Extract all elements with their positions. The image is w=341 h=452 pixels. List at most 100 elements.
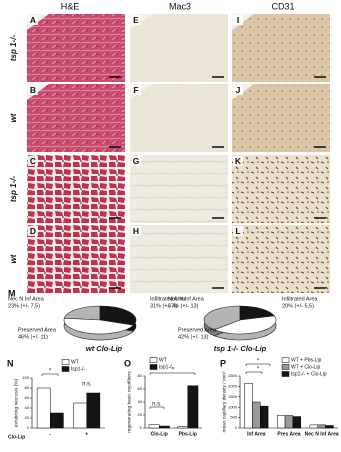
pie-category: Preserved Area bbox=[178, 327, 217, 333]
panel-letter-bg bbox=[233, 226, 243, 236]
y-tick-label: 2500 bbox=[228, 373, 238, 378]
pie-slice bbox=[213, 315, 277, 335]
column-header: Mac3 bbox=[169, 1, 191, 11]
panel-label: M bbox=[8, 288, 16, 298]
panel-label: P bbox=[220, 358, 226, 368]
annotation: n.s. bbox=[152, 402, 162, 408]
panel-letter-bg bbox=[233, 85, 243, 95]
micrograph bbox=[232, 14, 330, 82]
x-tick-label: + bbox=[85, 431, 88, 437]
pie-value-label: 23% (+/- 7,5) bbox=[8, 303, 40, 309]
legend-label: WT bbox=[71, 359, 79, 365]
pie-value-label: 20% (+/- 5,5) bbox=[282, 303, 314, 309]
y-tick-label: 0 bbox=[27, 425, 30, 430]
legend-swatch bbox=[61, 359, 70, 365]
bar bbox=[325, 425, 334, 429]
pie-slice bbox=[99, 305, 137, 326]
pie-category: Infiltrated Area bbox=[150, 296, 186, 302]
y-tick-label: 2000 bbox=[228, 383, 238, 388]
panel-label: O bbox=[124, 358, 131, 368]
legend-swatch bbox=[149, 364, 158, 370]
bar bbox=[276, 415, 286, 429]
bar bbox=[252, 401, 261, 429]
legend-label: WT + Clo-Lip bbox=[291, 364, 320, 370]
micrograph bbox=[27, 14, 125, 82]
legend-swatch bbox=[281, 364, 290, 370]
y-axis-label: exhibiting necrosis (%) bbox=[13, 378, 19, 427]
panel-letter-bg bbox=[28, 226, 38, 236]
panel-letter: F bbox=[133, 85, 138, 95]
micrograph bbox=[130, 155, 228, 223]
panel-letter-bg bbox=[28, 15, 38, 25]
micrograph bbox=[232, 225, 330, 293]
annotation: * bbox=[172, 368, 175, 374]
legend-label: WT + Pbs-Lip bbox=[291, 357, 322, 363]
significance-bracket bbox=[245, 363, 271, 366]
y-tick-label: 80 bbox=[25, 385, 30, 390]
panel-letter: H bbox=[133, 226, 139, 236]
significance-bracket bbox=[149, 406, 165, 409]
panel-letter: I bbox=[237, 15, 239, 25]
micrograph bbox=[130, 84, 228, 152]
micrograph bbox=[27, 225, 125, 293]
legend-swatch bbox=[281, 371, 290, 377]
bar bbox=[292, 416, 302, 429]
pie-value-label: 42% (+/- 13) bbox=[178, 334, 209, 340]
bar bbox=[309, 424, 318, 429]
row-label: wt bbox=[9, 113, 18, 122]
bar bbox=[86, 392, 101, 429]
bar bbox=[73, 402, 88, 429]
micrograph bbox=[130, 14, 228, 82]
legend-label: tsp1-/- bbox=[159, 364, 174, 370]
annotation: * bbox=[257, 359, 260, 365]
panel-letter: L bbox=[235, 226, 240, 236]
panel-letter-bg bbox=[233, 156, 243, 166]
pie-slice bbox=[63, 305, 101, 321]
y-tick-label: 60 bbox=[25, 395, 30, 400]
y-tick-label: 80 bbox=[138, 373, 143, 378]
significance-bracket bbox=[245, 371, 263, 374]
annotation: n.s. bbox=[82, 382, 92, 388]
panel-letter: B bbox=[30, 85, 36, 95]
y-tick-label: 500 bbox=[230, 415, 237, 420]
x-tick-label: Clo-Lip bbox=[151, 431, 168, 437]
y-axis-label: regenerating basic myofibers bbox=[126, 371, 132, 433]
pie-slice bbox=[239, 305, 275, 321]
y-tick-label: 20 bbox=[25, 415, 30, 420]
bar bbox=[284, 415, 294, 429]
bar bbox=[260, 405, 269, 429]
pie-value-label: 46% (+/- 11) bbox=[18, 334, 48, 340]
panel-letter-bg bbox=[28, 156, 38, 166]
y-tick-label: 40 bbox=[25, 405, 30, 410]
panel-letter: A bbox=[30, 15, 36, 25]
y-tick-label: 40 bbox=[138, 399, 143, 404]
legend-label: tsp1-/- + Clo-Lip bbox=[291, 371, 327, 377]
pie-title: tsp 1-/- Clo-Lip bbox=[214, 344, 267, 353]
x-tick-label: - bbox=[49, 431, 51, 437]
pie-slice bbox=[203, 305, 241, 331]
pie-value-label: 37% (+/- 13) bbox=[168, 303, 199, 309]
significance-bracket bbox=[41, 373, 59, 376]
row-label: tsp 1-/- bbox=[9, 35, 18, 62]
row-label: wt bbox=[9, 254, 18, 263]
legend-swatch bbox=[149, 357, 158, 363]
legend-label: tsp1-/- bbox=[71, 366, 86, 372]
panel-letter-bg bbox=[131, 85, 141, 95]
panel-letter: C bbox=[30, 156, 36, 166]
pie-category: Infiltrated Area bbox=[282, 296, 318, 302]
micrograph bbox=[27, 155, 125, 223]
y-tick-label: 0 bbox=[140, 425, 143, 430]
y-tick-label: 0 bbox=[235, 425, 238, 430]
bar bbox=[317, 424, 326, 429]
y-tick-label: 1000 bbox=[228, 404, 238, 409]
x-tick-label: Pbs-Lip bbox=[179, 431, 197, 437]
bar bbox=[36, 387, 51, 429]
panel-letter: E bbox=[133, 15, 139, 25]
panel-letter: K bbox=[235, 156, 242, 166]
panel-letter-bg bbox=[131, 226, 141, 236]
y-tick-label: 1500 bbox=[228, 394, 238, 399]
bar bbox=[50, 412, 64, 429]
row-label: tsp 1-/- bbox=[9, 176, 18, 203]
bar bbox=[159, 425, 170, 429]
